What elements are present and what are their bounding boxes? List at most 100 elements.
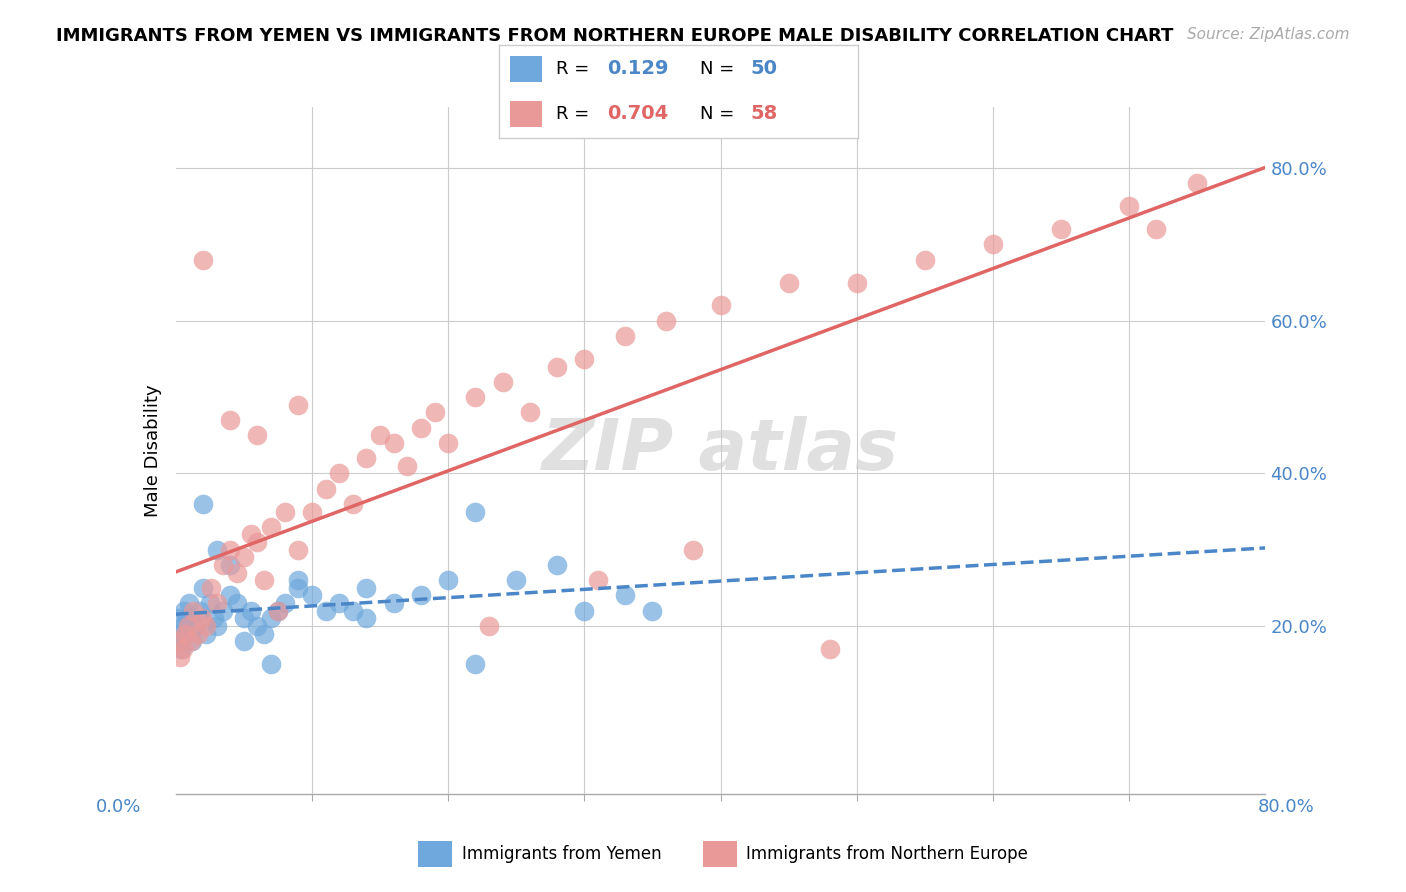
Point — [423, 405, 446, 419]
Point — [287, 542, 309, 557]
Text: 0.0%: 0.0% — [96, 797, 141, 815]
Point — [239, 527, 262, 541]
Point — [409, 589, 432, 603]
Point — [205, 542, 228, 557]
Point — [232, 550, 254, 565]
Point — [170, 641, 193, 656]
Text: Immigrants from Northern Europe: Immigrants from Northern Europe — [747, 845, 1028, 863]
Point — [260, 657, 283, 672]
Point — [226, 566, 249, 580]
Point — [368, 428, 391, 442]
Point — [260, 520, 283, 534]
Point — [166, 626, 188, 640]
Point — [574, 351, 596, 366]
Point — [519, 405, 541, 419]
Point — [200, 581, 222, 595]
Bar — [419, 840, 453, 867]
Point — [176, 611, 198, 625]
Point — [356, 611, 378, 625]
Point — [172, 641, 194, 656]
Point — [382, 596, 405, 610]
Point — [202, 611, 225, 625]
Point — [169, 649, 191, 664]
Point — [356, 581, 378, 595]
Point — [191, 497, 214, 511]
Point — [437, 435, 460, 450]
Text: N =: N = — [700, 105, 740, 123]
Point — [194, 626, 217, 640]
Point — [301, 589, 323, 603]
Point — [274, 596, 297, 610]
Point — [655, 314, 678, 328]
Point — [342, 604, 364, 618]
Point — [1050, 222, 1073, 236]
Y-axis label: Male Disability: Male Disability — [143, 384, 162, 516]
Point — [287, 573, 309, 587]
Point — [342, 497, 364, 511]
Point — [191, 252, 214, 267]
Text: 50: 50 — [751, 60, 778, 78]
Point — [239, 604, 262, 618]
Point — [205, 619, 228, 633]
Point — [396, 458, 419, 473]
Point — [437, 573, 460, 587]
Point — [183, 604, 205, 618]
Point — [181, 634, 204, 648]
Point — [546, 359, 568, 374]
Point — [478, 619, 501, 633]
Point — [260, 611, 283, 625]
Point — [219, 589, 242, 603]
Point — [191, 581, 214, 595]
Point — [464, 657, 486, 672]
Point — [981, 237, 1004, 252]
Point — [914, 252, 936, 267]
Point — [212, 558, 235, 572]
Text: 58: 58 — [751, 104, 778, 123]
Point — [219, 542, 242, 557]
Point — [198, 596, 221, 610]
Point — [287, 581, 309, 595]
Point — [328, 596, 350, 610]
Text: N =: N = — [700, 60, 740, 78]
Point — [356, 451, 378, 466]
Point — [166, 634, 188, 648]
Point — [219, 558, 242, 572]
Point — [179, 596, 201, 610]
Point — [219, 413, 242, 427]
Point — [464, 390, 486, 404]
Text: IMMIGRANTS FROM YEMEN VS IMMIGRANTS FROM NORTHERN EUROPE MALE DISABILITY CORRELA: IMMIGRANTS FROM YEMEN VS IMMIGRANTS FROM… — [56, 27, 1174, 45]
Text: 0.704: 0.704 — [607, 104, 668, 123]
Point — [315, 482, 337, 496]
Point — [778, 276, 800, 290]
Point — [546, 558, 568, 572]
Bar — [510, 101, 543, 127]
Point — [409, 420, 432, 434]
Point — [267, 604, 290, 618]
Point — [226, 596, 249, 610]
Text: Source: ZipAtlas.com: Source: ZipAtlas.com — [1187, 27, 1350, 42]
Point — [186, 619, 208, 633]
Point — [682, 542, 704, 557]
Point — [180, 634, 202, 648]
Point — [232, 634, 254, 648]
Bar — [510, 56, 543, 82]
Point — [246, 428, 269, 442]
Text: Immigrants from Yemen: Immigrants from Yemen — [461, 845, 661, 863]
Point — [315, 604, 337, 618]
Text: R =: R = — [557, 60, 596, 78]
Text: 80.0%: 80.0% — [1258, 797, 1315, 815]
Point — [328, 467, 350, 481]
Point — [205, 596, 228, 610]
Point — [614, 589, 637, 603]
Text: ZIP atlas: ZIP atlas — [541, 416, 900, 485]
Point — [172, 619, 194, 633]
Point — [212, 604, 235, 618]
Point — [246, 619, 269, 633]
Point — [173, 604, 195, 618]
Point — [167, 611, 190, 625]
Point — [174, 626, 197, 640]
Point — [232, 611, 254, 625]
Point — [382, 435, 405, 450]
Point — [1187, 177, 1209, 191]
Point — [1144, 222, 1167, 236]
